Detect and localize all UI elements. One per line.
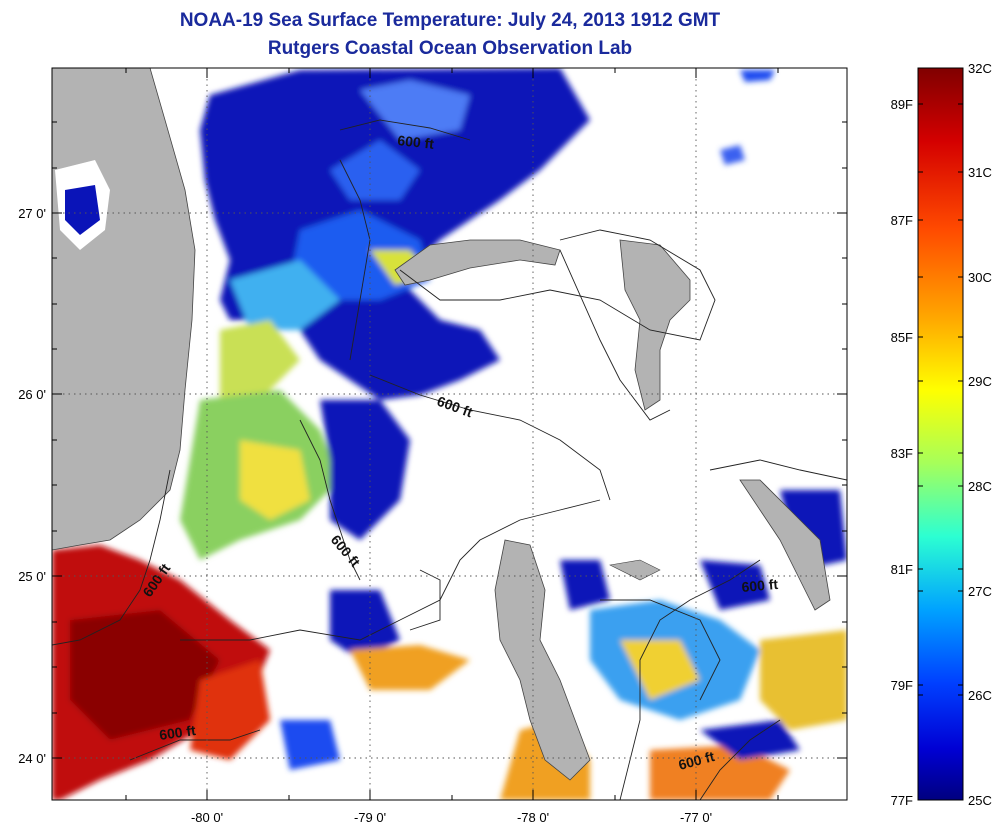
colorbar-fahrenheit-77: 77F	[891, 793, 913, 808]
lon-label-80: -80 0'	[191, 810, 223, 825]
map-grid	[52, 68, 847, 800]
map-title: NOAA-19 Sea Surface Temperature: July 24…	[179, 10, 721, 31]
map-plot-area: 600 ft 600 ft 600 ft 600 ft 600 ft 600 f…	[52, 68, 847, 800]
colorbar-fahrenheit-89: 89F	[891, 97, 913, 112]
colorbar-gradient	[917, 67, 964, 801]
lon-label-78: -78 0'	[517, 810, 549, 825]
map-subtitle: Rutgers Coastal Ocean Observation Lab	[267, 38, 633, 59]
lat-label-26: 26 0'	[18, 387, 46, 402]
bathymetry-contours	[52, 119, 847, 800]
contour-label-6: 600 ft	[741, 576, 779, 595]
colorbar-fahrenheit-81: 81F	[891, 562, 913, 577]
contour-label-1: 600 ft	[397, 132, 435, 152]
colorbar-celsius-25: 25C	[968, 793, 992, 808]
colorbar: 32C 31C 30C 29C 28C 27C 26C 25C 89F 87F …	[891, 61, 992, 808]
grand-bahama-land	[394, 239, 561, 286]
andros-land	[494, 539, 591, 781]
lat-label-27: 27 0'	[18, 206, 46, 221]
colorbar-celsius-28: 28C	[968, 479, 992, 494]
colorbar-fahrenheit-85: 85F	[891, 330, 913, 345]
colorbar-celsius-27: 27C	[968, 584, 992, 599]
lon-label-79: -79 0'	[354, 810, 386, 825]
lat-label-25: 25 0'	[18, 569, 46, 584]
lon-label-77: -77 0'	[680, 810, 712, 825]
abaco-land	[619, 239, 691, 411]
colorbar-fahrenheit-87: 87F	[891, 213, 913, 228]
eleuthera-land	[739, 479, 831, 611]
lat-label-24: 24 0'	[18, 751, 46, 766]
colorbar-celsius-29: 29C	[968, 374, 992, 389]
contour-label-5: 600 ft	[158, 722, 197, 743]
colorbar-celsius-31: 31C	[968, 165, 992, 180]
colorbar-celsius-30: 30C	[968, 270, 992, 285]
map-frame	[51, 67, 848, 801]
axis-ticks	[52, 68, 847, 800]
lake-water-cool	[65, 185, 100, 235]
colorbar-fahrenheit-79: 79F	[891, 678, 913, 693]
colorbar-fahrenheit-83: 83F	[891, 446, 913, 461]
colorbar-celsius-32: 32C	[968, 61, 992, 76]
colorbar-celsius-26: 26C	[968, 688, 992, 703]
